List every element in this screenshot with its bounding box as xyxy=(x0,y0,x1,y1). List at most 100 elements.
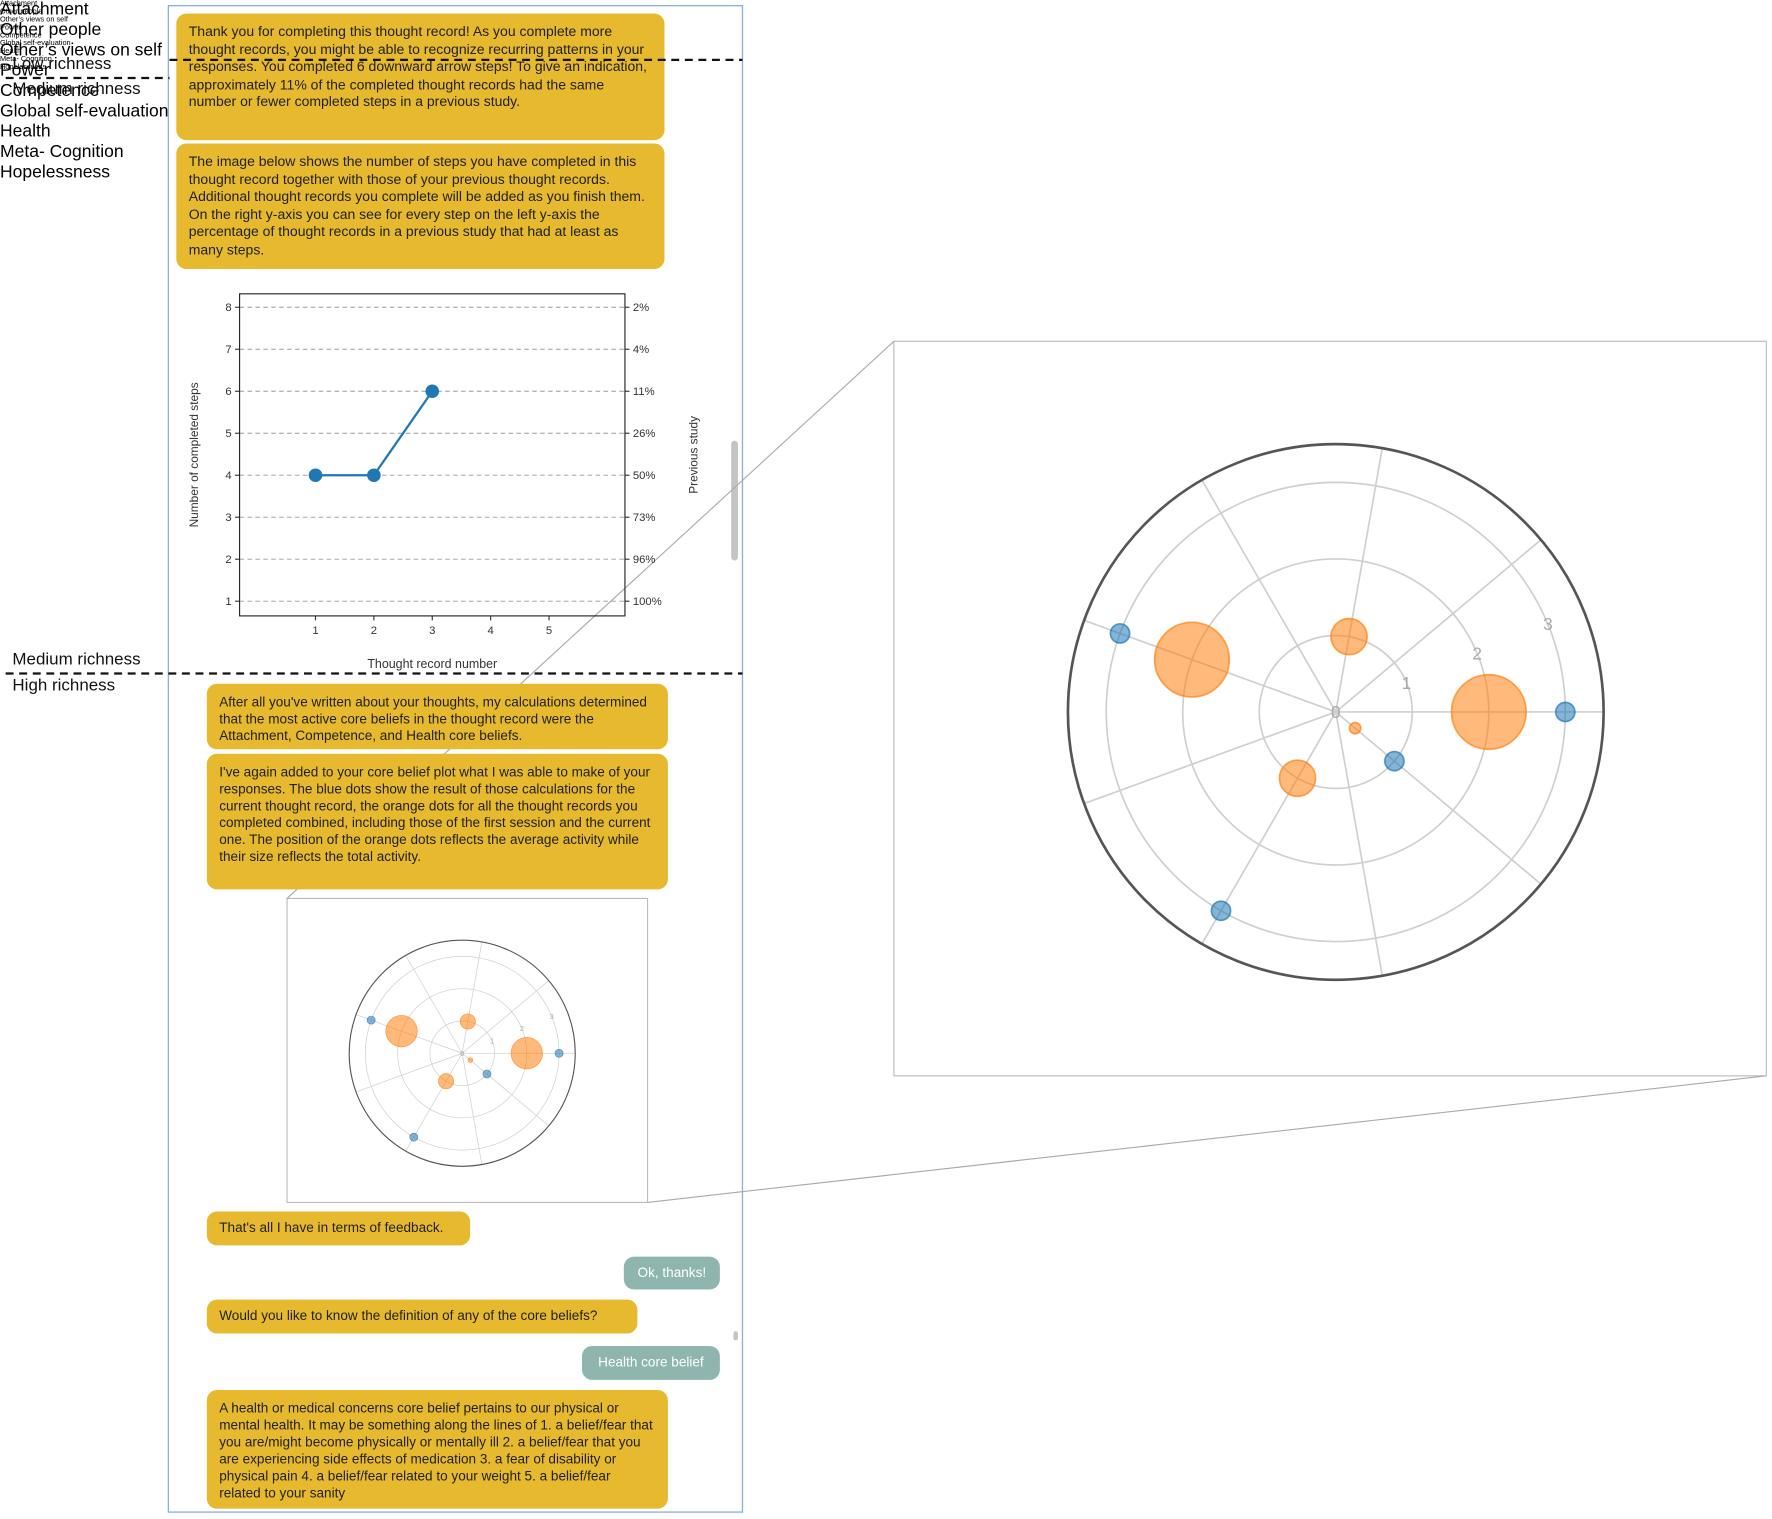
bot-message: Would you like to know the definition of… xyxy=(206,1299,638,1334)
spoke xyxy=(1201,479,1337,713)
r-tick-label: 3 xyxy=(1543,614,1553,634)
point xyxy=(482,1069,492,1079)
spoke xyxy=(1335,539,1542,713)
r-tick-label: 2 xyxy=(1472,644,1482,664)
point xyxy=(366,1015,376,1025)
x-tick-label: 1 xyxy=(312,625,318,637)
bot-message: A health or medical concerns core belief… xyxy=(206,1390,668,1509)
category-label: Meta- Cognition xyxy=(0,142,124,162)
y-tick-label: 5 xyxy=(225,428,231,440)
bot-message: That's all I have in terms of feedback. xyxy=(206,1211,471,1246)
category-label: Meta- Cognition xyxy=(0,55,52,64)
bubble-point xyxy=(385,1015,418,1048)
zoom-connector xyxy=(647,1075,1767,1203)
spoke xyxy=(461,1053,483,1165)
bot-message: Thank you for completing this thought re… xyxy=(176,13,665,141)
scrollbar-end xyxy=(733,1331,738,1341)
richness-label: Low richness xyxy=(12,54,112,74)
polar-frame xyxy=(348,939,576,1167)
bubble-point xyxy=(1153,621,1231,698)
user-message: Health core belief xyxy=(582,1345,720,1380)
y2-tick-label: 100% xyxy=(633,596,662,608)
category-label: Health xyxy=(0,122,51,142)
polar-chart: 0 1 2 3 xyxy=(1066,442,1605,982)
y-tick-label: 4 xyxy=(225,470,231,482)
spoke xyxy=(1083,711,1337,805)
x-tick-label: 4 xyxy=(488,625,494,637)
point xyxy=(1109,623,1131,644)
spoke xyxy=(461,941,483,1054)
thumbnail-frame xyxy=(286,897,649,1203)
spoke xyxy=(405,955,463,1054)
y-tick-label: 3 xyxy=(225,512,231,524)
spoke xyxy=(1334,448,1384,713)
polar-frame xyxy=(1066,442,1605,982)
bubble-point xyxy=(1450,673,1527,751)
point xyxy=(1383,750,1405,772)
y2-axis-label: Previous study xyxy=(686,416,700,494)
bubble-point xyxy=(467,1057,474,1063)
y2-tick-label: 26% xyxy=(633,428,656,440)
y-tick-label: 1 xyxy=(225,596,231,608)
point xyxy=(409,1132,419,1142)
category-label: Power xyxy=(0,61,50,81)
r-tick-label: 0 xyxy=(460,1049,464,1058)
category-label: Hopelessness xyxy=(0,162,111,182)
y2-tick-label: 4% xyxy=(633,344,649,356)
bot-message: I've again added to your core belief plo… xyxy=(206,753,668,890)
point xyxy=(367,468,381,483)
spoke xyxy=(461,1052,550,1127)
spoke xyxy=(1335,711,1542,885)
x-axis-label: Thought record number xyxy=(367,657,497,671)
y-tick-label: 6 xyxy=(225,386,231,398)
category-label: Competence xyxy=(0,81,100,101)
bot-message: After all you've written about your thou… xyxy=(206,683,668,750)
spoke xyxy=(1334,711,1384,976)
scrollbar xyxy=(731,440,738,561)
point xyxy=(1210,900,1232,922)
bubble-point xyxy=(438,1073,455,1090)
y2-tick-label: 11% xyxy=(633,386,655,398)
zoom-labels: Attachment Other people Other’s views on s… xyxy=(0,0,168,183)
y2-tick-label: 2% xyxy=(633,302,649,314)
y-axis-label: Number of completed steps xyxy=(187,382,201,527)
y2-tick-label: 50% xyxy=(633,470,656,482)
category-label: Hopelessness xyxy=(0,63,47,72)
bot-message: The image below shows the number of step… xyxy=(176,143,665,269)
r-tick-label: 3 xyxy=(550,1012,554,1021)
category-label: Other’s views on self xyxy=(0,15,68,24)
x-tick-label: 5 xyxy=(546,625,552,637)
r-tick-label: 1 xyxy=(490,1036,494,1045)
richness-label: Medium richness xyxy=(12,649,141,670)
x-tick-label: 2 xyxy=(371,625,377,637)
category-label: Other people xyxy=(0,20,102,40)
r-tick-label: 1 xyxy=(1402,673,1412,693)
richness-label: High richness xyxy=(12,675,116,696)
bubble-point xyxy=(510,1037,543,1070)
y2-tick-label: 96% xyxy=(633,554,656,566)
point xyxy=(308,468,323,483)
r-tick-label: 2 xyxy=(520,1024,524,1033)
category-label: Power xyxy=(0,23,21,32)
line-chart: 1 2 3 4 5 6 7 8 100% 96% 73% 50% 26% 11% 4% 2% 1 2 3 4 5 Thou… xyxy=(187,293,700,671)
point xyxy=(1554,701,1576,723)
category-label: Global self-evaluation xyxy=(0,39,71,48)
category-label: Attachment xyxy=(0,0,38,8)
richness-label: Medium richness xyxy=(12,79,141,99)
bubble-point xyxy=(1348,721,1362,735)
thumbnail-labels: Attachment Other people Other’s views on s… xyxy=(0,0,71,71)
bubble-point xyxy=(459,1013,476,1030)
y-tick-label: 8 xyxy=(225,302,231,314)
category-label: Other people xyxy=(0,7,43,16)
category-label: Other’s views on self xyxy=(0,40,162,60)
y-tick-label: 2 xyxy=(225,554,231,566)
category-label: Competence xyxy=(0,31,42,40)
category-label: Health xyxy=(0,47,22,56)
point xyxy=(554,1048,564,1058)
spoke xyxy=(355,1052,463,1093)
y2-tick-label: 73% xyxy=(633,512,656,524)
point xyxy=(425,384,440,399)
polar-chart: 0 1 2 3 xyxy=(348,939,576,1167)
spoke xyxy=(461,980,550,1054)
